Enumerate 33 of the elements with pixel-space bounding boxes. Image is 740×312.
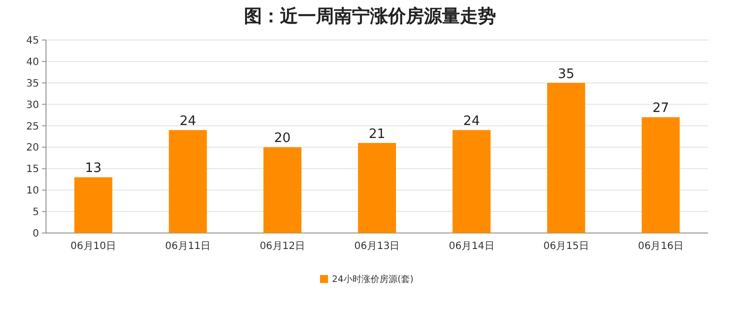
y-tick-label: 30 xyxy=(26,100,39,111)
y-tick-label: 35 xyxy=(26,78,39,90)
y-tick-label: 10 xyxy=(26,186,39,197)
y-tick-label: 20 xyxy=(26,142,39,154)
chart-title: 图：近一周南宁涨价房源量走势 xyxy=(244,6,496,27)
data-label: 24 xyxy=(180,114,196,130)
data-label: 13 xyxy=(85,161,102,176)
x-tick-label: 06月12日 xyxy=(260,241,306,252)
bar xyxy=(168,130,207,233)
y-tick-label: 0 xyxy=(32,228,39,240)
y-tick-label: 5 xyxy=(32,207,39,218)
legend-label: 24小时涨价房源(套) xyxy=(332,274,414,285)
y-tick-label: 25 xyxy=(26,121,39,132)
y-tick-label: 15 xyxy=(26,164,39,176)
data-label: 27 xyxy=(652,101,669,116)
bar xyxy=(263,147,302,233)
y-tick-label: 45 xyxy=(26,36,39,46)
bar xyxy=(547,82,586,233)
data-label: 21 xyxy=(368,126,386,142)
bar xyxy=(358,142,396,233)
bar xyxy=(642,117,680,233)
x-tick-label: 06月11日 xyxy=(165,241,211,252)
data-label: 35 xyxy=(558,66,574,82)
y-tick-label: 40 xyxy=(26,56,39,68)
x-tick-label: 06月14日 xyxy=(448,241,494,252)
data-label: 24 xyxy=(463,114,480,130)
x-tick-label: 06月15日 xyxy=(543,241,589,252)
bar xyxy=(452,130,491,233)
x-tick-label: 06月13日 xyxy=(354,241,400,252)
data-label: 20 xyxy=(274,131,291,146)
bar xyxy=(74,177,112,233)
x-tick-label: 06月16日 xyxy=(638,241,684,252)
x-tick-label: 06月10日 xyxy=(70,241,116,252)
